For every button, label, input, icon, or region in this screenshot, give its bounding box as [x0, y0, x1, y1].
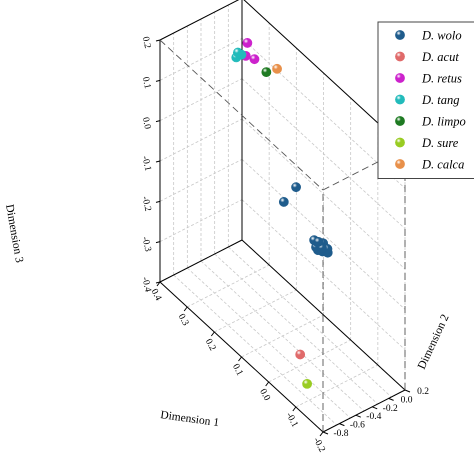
- y-tick-label: -0.6: [350, 421, 365, 431]
- x-tick-mark: [156, 281, 161, 287]
- x-tick-mark: [292, 406, 297, 412]
- y-tick-label: -0.8: [333, 429, 348, 439]
- data-point-d-wolo: [291, 182, 301, 193]
- legend: D. wolo D. acut D. retus D. tang D. limpo D. …: [377, 21, 474, 179]
- z-tick-mark: [155, 200, 161, 203]
- floor-grid-line: [228, 246, 392, 398]
- wall-grid-line: [241, 78, 406, 229]
- data-point-d-wolo: [278, 197, 289, 207]
- y-tick-mark: [355, 414, 361, 418]
- front-top-dashed-edge: [322, 147, 406, 191]
- floor-back-edge: [159, 239, 243, 283]
- x-tick-label: 0.2: [203, 337, 218, 352]
- z-tick-label: 0.0: [140, 116, 152, 130]
- legend-label: D. limpo: [421, 115, 466, 129]
- y-tick-mark: [339, 423, 345, 427]
- z-tick-mark: [155, 39, 161, 42]
- legend-marker: [395, 137, 405, 148]
- legend-marker: [395, 51, 405, 62]
- z-tick-mark: [155, 79, 161, 82]
- x-axis-title: Dimension 1: [160, 409, 220, 429]
- frame-layer: [159, 0, 406, 433]
- data-point-d-tang: [232, 47, 243, 58]
- z-tick-mark: [155, 120, 161, 123]
- legend-label: D. calca: [421, 158, 464, 172]
- x-tick-mark: [319, 431, 324, 437]
- y-tick-mark: [388, 397, 394, 401]
- legend-marker: [395, 94, 405, 105]
- legend-marker: [395, 30, 405, 40]
- z-tick-label: 0.2: [140, 36, 152, 50]
- data-point-d-calca: [272, 63, 282, 74]
- data-point-d-acut: [295, 349, 306, 360]
- y-axis-line: [322, 389, 406, 433]
- z-tick-label: -0.3: [140, 236, 153, 253]
- floor-grid-line: [200, 260, 365, 412]
- z-tick-mark: [155, 160, 161, 163]
- x-tick-label: 0.0: [257, 387, 272, 402]
- x-tick-mark: [183, 306, 188, 312]
- z-tick-label: -0.1: [140, 155, 153, 172]
- legend-marker: [395, 73, 405, 83]
- wall-grid-line: [241, 118, 406, 270]
- y-tick-label: 0.2: [417, 387, 429, 397]
- points-layer: [231, 38, 333, 389]
- legend-label: D. acut: [421, 50, 459, 64]
- y-tick-label: -0.2: [383, 404, 398, 414]
- data-point-d-retus: [242, 38, 253, 48]
- legend-label: D. retus: [421, 72, 462, 86]
- data-point-d-limpo: [261, 67, 272, 78]
- z-tick-mark: [155, 241, 161, 244]
- data-point-d-sure: [302, 378, 312, 389]
- top-back-edge: [159, 0, 240, 41]
- legend-marker: [395, 116, 405, 126]
- y-tick-mark: [372, 406, 378, 410]
- data-point-d-retus: [249, 54, 260, 65]
- wall-grid-line: [241, 38, 406, 189]
- floor-right-edge: [241, 239, 406, 391]
- x-tick-label: 0.3: [176, 312, 191, 327]
- legend-label: D. sure: [421, 136, 459, 150]
- y-tick-mark: [404, 389, 411, 393]
- z-tick-label: -0.4: [140, 276, 153, 293]
- x-tick-mark: [265, 381, 270, 387]
- x-tick-label: 0.1: [230, 362, 245, 377]
- x-tick-label: -0.1: [284, 411, 300, 429]
- front-top-left-dashed-edge: [159, 39, 324, 191]
- floor-grid-line: [214, 289, 297, 333]
- legend-label: D. wolo: [421, 29, 462, 43]
- floor-grid-line: [214, 253, 378, 405]
- y-axis-title: Dimension 2: [416, 312, 452, 371]
- y-tick-label: -0.4: [366, 412, 381, 422]
- wall-grid-line: [159, 37, 243, 81]
- legend-box: [377, 21, 474, 179]
- y-tick-mark: [322, 431, 329, 435]
- z-tick-label: -0.2: [140, 196, 153, 213]
- z-tick-mark: [155, 281, 161, 284]
- data-point-d-wolo: [313, 236, 324, 247]
- floor-grid-line: [268, 339, 351, 383]
- grid-layer: [159, 0, 406, 433]
- legend-marker: [395, 159, 405, 169]
- x-tick-mark: [238, 356, 242, 362]
- z-tick-label: 0.1: [140, 76, 152, 90]
- legend-label: D. tang: [421, 93, 460, 107]
- z-axis-title: Dimension 3: [3, 203, 25, 264]
- x-tick-mark: [210, 331, 215, 337]
- tick-layer: 0.40.30.20.10.0-0.1-0.2-0.8-0.6-0.4-0.20…: [140, 36, 430, 455]
- x-tick-label: -0.2: [311, 436, 327, 454]
- floor-grid-line: [295, 364, 379, 408]
- y-tick-label: 0.0: [401, 395, 413, 405]
